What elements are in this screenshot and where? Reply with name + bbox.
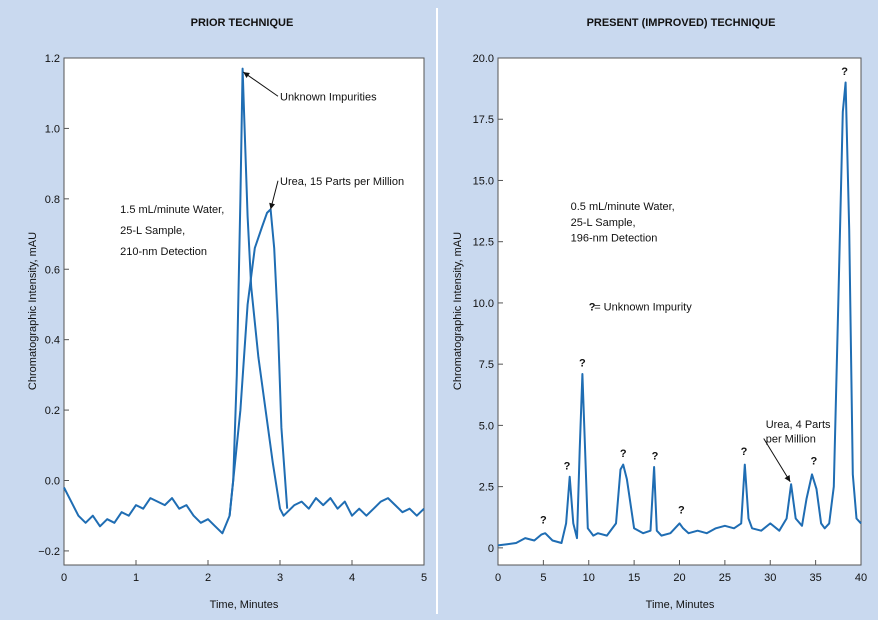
annotation-text: 25-L Sample, <box>571 217 636 229</box>
x-tick-label: 40 <box>855 572 867 584</box>
x-axis-label: Time, Minutes <box>210 599 279 611</box>
peak-marker: ? <box>652 451 659 463</box>
x-tick-label: 5 <box>540 572 546 584</box>
series-line <box>497 81 862 547</box>
annotation-text: 196-nm Detection <box>571 233 658 245</box>
x-tick-label: 1 <box>133 572 139 584</box>
annotation-text: ? <box>589 301 596 313</box>
x-axis-label: Time, Minutes <box>646 599 715 611</box>
x-tick-label: 30 <box>764 572 776 584</box>
x-tick-label: 20 <box>673 572 685 584</box>
y-tick-label: 2.5 <box>479 482 494 494</box>
annotation-text: 210-nm Detection <box>120 246 207 258</box>
annotation-text: Unknown Impurities <box>280 91 377 103</box>
y-tick-label: 0.2 <box>45 405 60 417</box>
y-tick-label: 10.0 <box>473 298 494 310</box>
peak-marker: ? <box>540 514 547 526</box>
y-tick-label: 0.0 <box>45 476 60 488</box>
plot-area <box>63 57 425 566</box>
annotation-arrow <box>763 438 791 482</box>
x-tick-label: 3 <box>277 572 283 584</box>
y-tick-label: −0.2 <box>38 546 60 558</box>
annotation-arrowhead <box>784 475 791 482</box>
annotation-arrowhead <box>243 72 250 78</box>
y-axis-label: Chromatographic Intensity, mAU <box>452 232 464 390</box>
peak-marker: ? <box>579 358 586 370</box>
panel-present-improved-technique: PRESENT (IMPROVED) TECHNIQUE 0 5 10 15 20 25 3… <box>452 17 867 611</box>
panel-title: PRESENT (IMPROVED) TECHNIQUE <box>587 17 776 29</box>
annotation-text: 1.5 mL/minute Water, <box>120 204 224 216</box>
chart-marks: 0 5 10 15 20 25 30 35 40 0 2.5 5.0 7.5 10.0 12.5 15.0 17… <box>473 53 868 584</box>
peak-marker: ? <box>620 448 627 460</box>
x-tick-label: 0 <box>495 572 501 584</box>
y-tick-label: 7.5 <box>479 359 494 371</box>
y-tick-label: 12.5 <box>473 237 494 249</box>
panel-prior-technique: PRIOR TECHNIQUE 0 1 2 3 4 5 −0.2 0.0 0.2 0.4 0.6 0.… <box>27 17 427 611</box>
y-tick-label: 5.0 <box>479 420 494 432</box>
plot-area <box>497 57 862 566</box>
annotation-text: = Unknown Impurity <box>594 301 692 313</box>
annotation-text: 25-L Sample, <box>120 225 185 237</box>
y-tick-label: 0.8 <box>45 194 60 206</box>
y-tick-label: 0.4 <box>45 335 60 347</box>
peak-marker: ? <box>678 505 685 517</box>
peak-marker: ? <box>564 460 571 472</box>
series-line <box>63 67 425 535</box>
x-tick-label: 5 <box>421 572 427 584</box>
series-line <box>228 208 289 516</box>
annotation-text: per Million <box>766 434 816 446</box>
y-tick-label: 1.2 <box>45 53 60 65</box>
annotation-arrowhead <box>269 202 275 210</box>
annotation-text: Urea, 4 Parts <box>766 419 831 431</box>
annotation-text: 0.5 mL/minute Water, <box>571 201 675 213</box>
peak-marker: ? <box>810 456 817 468</box>
panel-title: PRIOR TECHNIQUE <box>191 17 294 29</box>
chart-marks: 0 1 2 3 4 5 −0.2 0.0 0.2 0.4 0.6 0.8 1.0 1.2 Unknown I… <box>38 53 427 584</box>
peak-marker: ? <box>841 66 848 78</box>
x-tick-label: 0 <box>61 572 67 584</box>
peak-marker: ? <box>741 446 748 458</box>
y-axis-label: Chromatographic Intensity, mAU <box>27 232 39 390</box>
annotation-text: Urea, 15 Parts per Million <box>280 176 404 188</box>
x-tick-label: 2 <box>205 572 211 584</box>
y-tick-label: 0 <box>488 543 494 555</box>
y-tick-label: 15.0 <box>473 175 494 187</box>
y-tick-label: 0.6 <box>45 264 60 276</box>
x-tick-label: 25 <box>719 572 731 584</box>
x-tick-label: 4 <box>349 572 355 584</box>
annotation-arrow <box>242 71 279 97</box>
y-tick-label: 20.0 <box>473 53 494 65</box>
x-tick-label: 15 <box>628 572 640 584</box>
x-tick-label: 10 <box>583 572 595 584</box>
y-tick-label: 17.5 <box>473 114 494 126</box>
y-tick-label: 1.0 <box>45 123 60 135</box>
x-tick-label: 35 <box>810 572 822 584</box>
